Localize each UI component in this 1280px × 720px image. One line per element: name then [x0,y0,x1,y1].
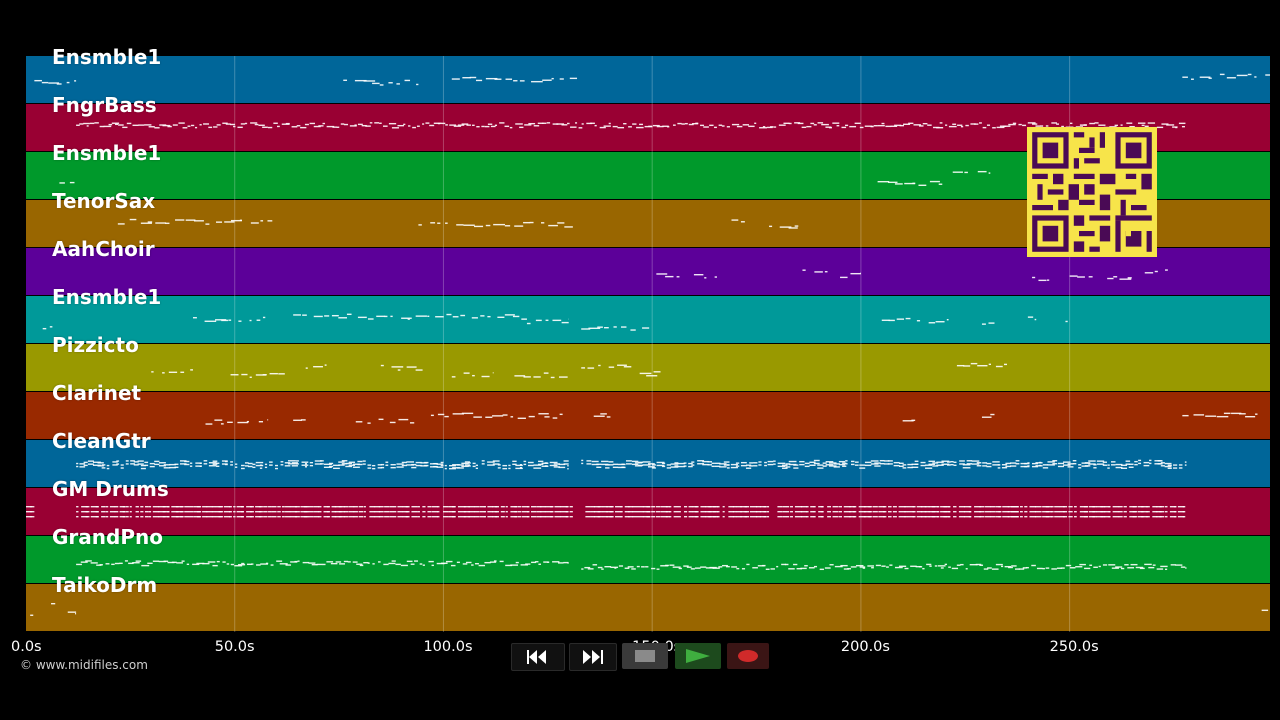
note-cluster [451,372,494,378]
stop-button[interactable] [622,643,668,669]
note-cluster [881,317,949,324]
note-cluster [293,313,527,320]
note-cluster [343,79,419,86]
note-cluster [230,372,285,378]
track-lane [26,584,1270,631]
note-cluster [769,225,799,229]
note-cluster [902,419,916,422]
copyright-text: © www.midifiles.com [20,658,148,672]
note-cluster [1027,316,1037,321]
rewind-icon [527,650,546,664]
note-cluster [151,369,193,374]
note-cluster [526,318,569,325]
qr-code [1027,127,1157,257]
note-cluster [581,563,1187,571]
note-cluster [731,219,745,223]
time-tick-label: 0.0s [11,639,42,655]
note-cluster [42,326,53,330]
track-name: AahChoir [52,237,155,261]
note-cluster [1065,320,1068,323]
track-name: CleanGtr [52,429,151,453]
time-tick-label: 250.0s [1049,639,1099,655]
note-cluster [1182,73,1270,80]
play-icon [686,649,710,663]
note-cluster [1144,269,1168,274]
note-cluster [639,371,661,377]
note-cluster [192,316,266,322]
note-cluster [355,418,415,424]
track-lane [26,344,1270,391]
record-icon [738,650,758,662]
note-cluster [581,364,632,369]
track-name: TaikoDrm [52,573,158,597]
note-cluster [877,180,943,187]
note-cluster [656,273,680,278]
note-cluster [1261,609,1269,612]
note-cluster [59,181,75,184]
note-cluster [777,506,1186,518]
note-cluster [380,364,423,371]
qr-code-icon [1032,132,1152,252]
note-cluster [76,460,569,470]
note-cluster [981,413,995,418]
note-cluster [51,602,56,605]
note-cluster [1107,276,1132,280]
note-cluster [293,419,306,421]
track-name: Ensmble1 [52,285,162,309]
note-cluster [981,322,995,325]
fast-forward-icon [583,650,603,664]
time-tick-label: 100.0s [423,639,473,655]
note-cluster [1032,276,1050,282]
note-cluster [581,459,1187,469]
note-cluster [76,506,573,518]
rewind-button[interactable] [511,643,565,671]
note-cluster [76,122,1186,129]
note-cluster [1069,275,1093,278]
track-name: Clarinet [52,381,142,405]
track-name: TenorSax [52,189,156,213]
fast-forward-button[interactable] [569,643,617,671]
note-cluster [30,614,34,616]
note-cluster [430,412,563,420]
stop-icon [635,650,655,662]
note-cluster [418,221,573,228]
play-button[interactable] [675,643,721,669]
track-lane [26,56,1270,103]
note-cluster [952,171,968,174]
track-name: FngrBass [52,93,157,117]
track-name: Ensmble1 [52,45,162,69]
time-tick-label: 200.0s [840,639,890,655]
track-lane [26,392,1270,439]
note-cluster [26,506,35,518]
track-lane [26,296,1270,343]
note-cluster [840,272,861,279]
note-cluster [593,413,611,418]
track-name: Pizzicto [52,333,139,357]
note-cluster [956,362,1008,368]
note-cluster [34,79,77,85]
track-name: GM Drums [52,477,169,501]
note-cluster [1182,412,1258,418]
track-name: GrandPno [52,525,163,549]
note-cluster [205,419,269,425]
record-button[interactable] [727,643,769,669]
note-cluster [67,611,77,615]
note-cluster [802,269,828,273]
note-cluster [581,326,650,331]
note-cluster [693,274,717,279]
track-name: Ensmble1 [52,141,162,165]
piano-roll [26,56,1270,632]
track-lane [26,536,1270,583]
note-cluster [514,372,568,379]
time-tick-label: 50.0s [214,639,255,655]
note-cluster [117,218,273,225]
note-cluster [76,560,569,567]
note-cluster [305,364,327,369]
note-cluster [977,170,991,174]
note-cluster [451,76,578,83]
note-cluster [585,506,770,518]
